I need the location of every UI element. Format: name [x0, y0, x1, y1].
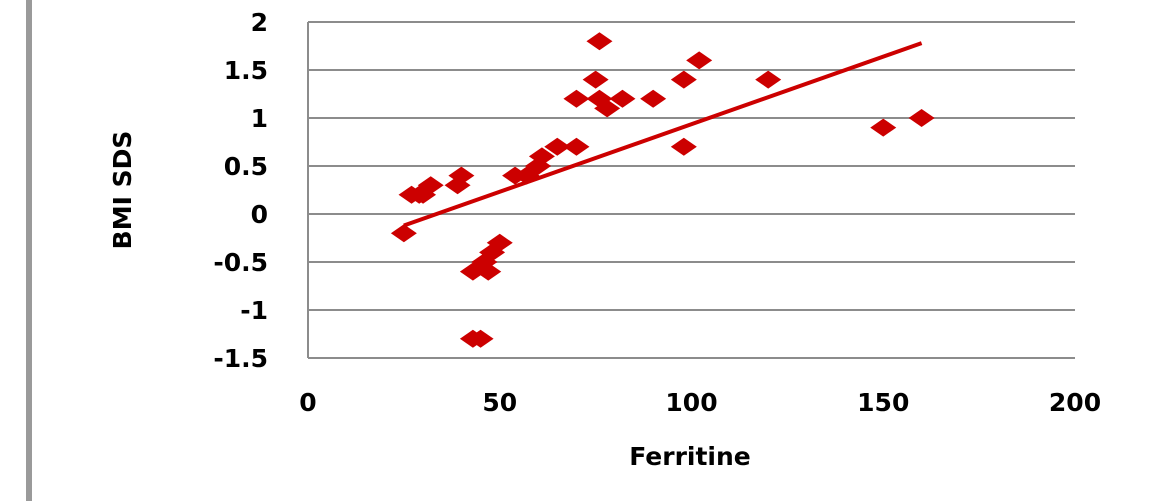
data-point — [594, 99, 621, 118]
y-tick-label: -1 — [240, 296, 268, 325]
x-tick-label: 100 — [665, 388, 717, 417]
data-point — [582, 70, 609, 89]
x-tick-label: 200 — [1049, 388, 1101, 417]
data-point — [544, 137, 571, 156]
data-point — [528, 147, 555, 166]
data-point — [908, 109, 935, 127]
data-points — [390, 32, 935, 348]
data-point — [870, 118, 897, 137]
y-tick-labels: 2 1.5 1 0.5 0 -0.5 -1 -1.5 — [213, 8, 268, 373]
data-point — [390, 224, 417, 243]
data-point — [755, 70, 782, 89]
y-tick-label: 1.5 — [224, 56, 268, 85]
data-point — [609, 89, 636, 108]
data-point — [467, 329, 494, 348]
x-tick-label: 150 — [857, 388, 909, 417]
data-point — [563, 137, 590, 156]
data-point — [417, 176, 444, 195]
x-tick-labels: 0 50 100 150 200 — [299, 388, 1101, 417]
y-tick-label: -1.5 — [213, 344, 268, 373]
data-point — [640, 89, 667, 108]
data-point — [686, 51, 713, 70]
data-point — [486, 233, 513, 252]
data-point — [563, 89, 590, 108]
y-tick-label: 0.5 — [224, 152, 268, 181]
y-tick-label: -0.5 — [213, 248, 268, 277]
data-point — [670, 137, 697, 156]
y-tick-label: 2 — [251, 8, 268, 37]
trend-line — [403, 41, 923, 228]
y-axis-title: BMI SDS — [108, 131, 137, 250]
data-point — [670, 70, 697, 89]
x-tick-label: 50 — [482, 388, 517, 417]
data-point — [475, 262, 502, 281]
y-tick-label: 0 — [251, 200, 268, 229]
window-left-border — [26, 0, 32, 501]
data-point — [448, 166, 475, 185]
x-tick-label: 0 — [299, 388, 316, 417]
data-point — [586, 32, 613, 51]
x-axis-title: Ferritine — [629, 442, 751, 471]
y-tick-label: 1 — [251, 104, 268, 133]
